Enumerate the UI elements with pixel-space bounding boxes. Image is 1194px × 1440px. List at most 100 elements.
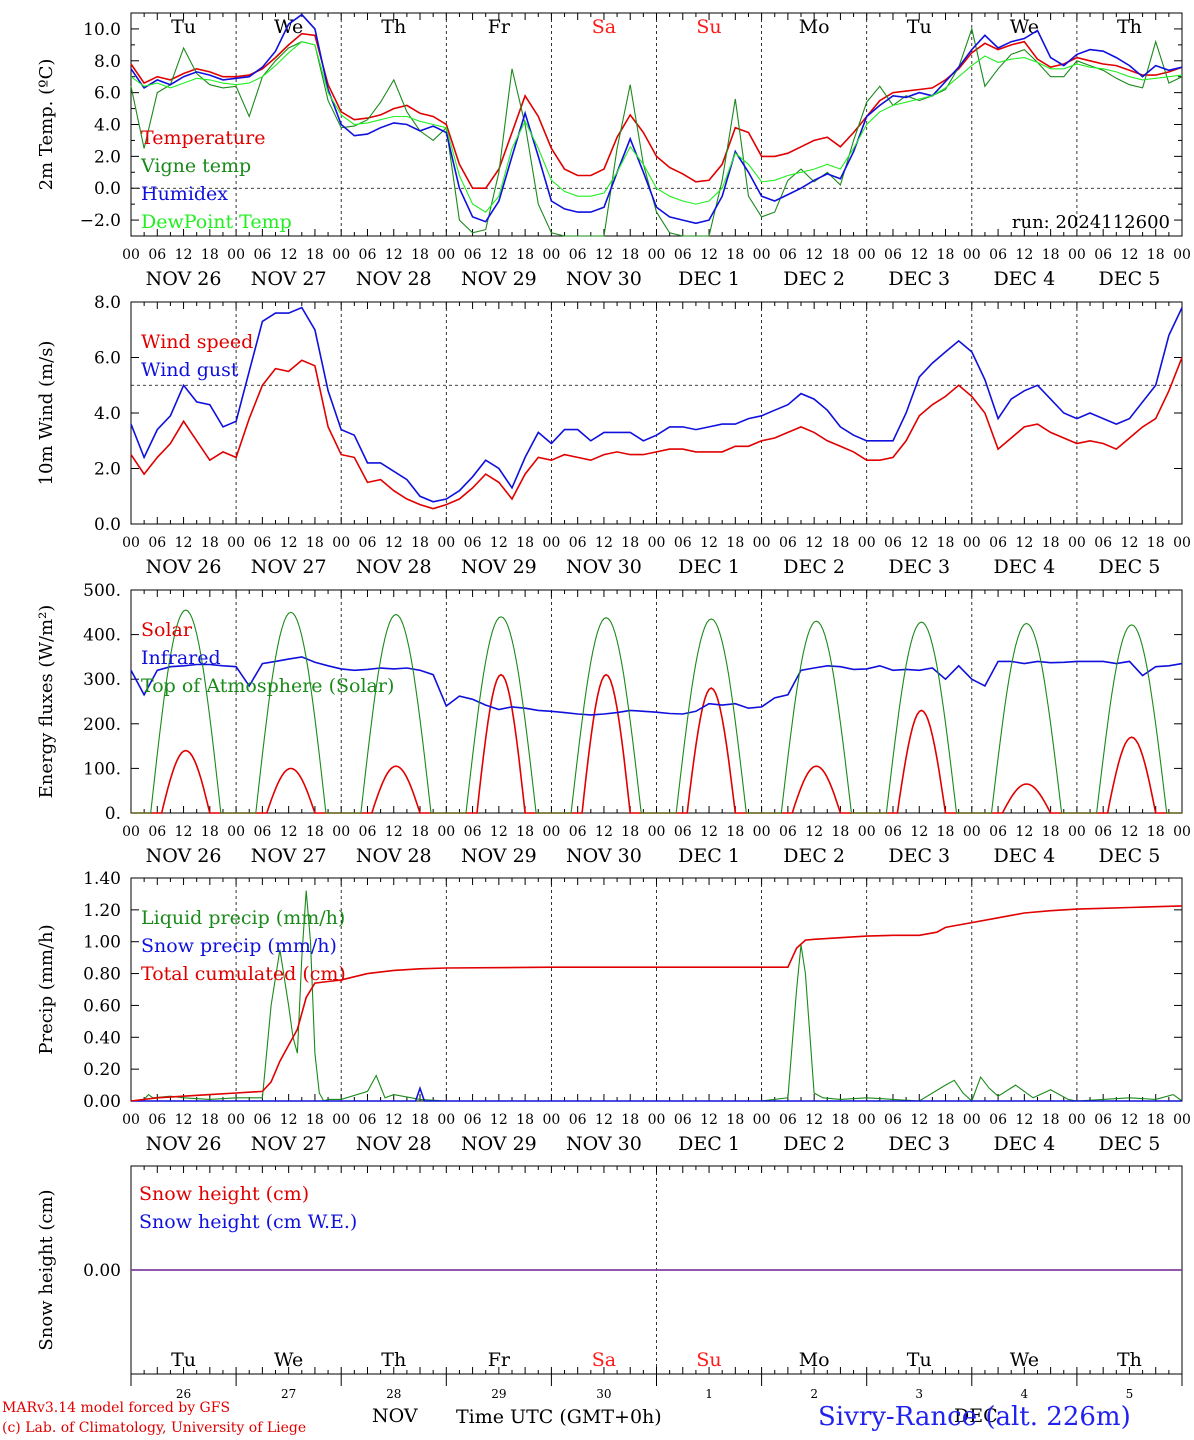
date-label: DEC 5 [1099,1133,1161,1155]
legend-entry: Solar [141,619,193,641]
date-label: NOV 30 [566,268,642,290]
hour-label: 18 [1147,535,1165,551]
hour-label: 12 [1015,247,1033,263]
hour-label: 18 [516,247,534,263]
hour-label: 12 [280,247,298,263]
series-line-temperature [130,32,1183,189]
day-number: 2 [810,1387,818,1401]
hour-label: 00 [753,1112,771,1128]
hour-label: 00 [858,824,876,840]
hour-label: 00 [648,535,666,551]
credit-note: (c) Lab. of Climatology, University of L… [2,1420,307,1436]
y-tick-label: 0.60 [83,996,121,1016]
legend-entry: Snow height (cm) [139,1183,309,1205]
hour-label: 12 [595,1112,613,1128]
hour-label: 06 [674,247,692,263]
hour-label: 18 [726,1112,744,1128]
y-axis-label: 10m Wind (m/s) [36,341,57,486]
hour-label: 12 [595,535,613,551]
hour-label: 18 [621,824,639,840]
date-label: DEC 2 [783,845,845,867]
hour-label: 12 [910,247,928,263]
hour-label: 00 [858,247,876,263]
hour-label: 00 [963,1112,981,1128]
legend-entry: Humidex [141,183,228,205]
hour-label: 06 [569,535,587,551]
hour-label: 12 [1121,247,1139,263]
y-tick-label: 400. [83,626,121,646]
hour-label: 18 [832,824,850,840]
y-tick-label: 0.0 [94,179,121,199]
date-label: DEC 3 [888,268,950,290]
hour-label: 00 [963,824,981,840]
hour-label: 06 [148,824,166,840]
y-tick-label: 300. [83,670,121,690]
legend-entry: Liquid precip (mm/h) [141,907,345,929]
hour-label: 18 [726,824,744,840]
day-name: Su [696,16,721,38]
hour-label: 00 [437,535,455,551]
y-axis-label: Energy fluxes (W/m²) [36,605,57,799]
date-label: NOV 29 [461,1133,537,1155]
y-tick-label: 1.00 [83,933,121,953]
day-name: Su [696,1349,721,1371]
y-axis-label: Snow height (cm) [36,1189,57,1350]
hour-label: 18 [937,1112,955,1128]
date-label: NOV 30 [566,556,642,578]
series-line-total-cumulated-cm- [130,905,1183,1102]
hour-label: 18 [201,247,219,263]
hour-label: 00 [542,824,560,840]
hour-label: 00 [227,535,245,551]
hour-label: 18 [1147,824,1165,840]
month-label-nov: NOV [372,1405,418,1427]
day-name: Th [381,16,406,38]
hour-label: 12 [700,247,718,263]
hour-label: 18 [516,1112,534,1128]
panel-3: 500. 400. 300. 200. 100. 0. Energy fluxes (W/m… [36,581,1191,867]
date-label: DEC 5 [1099,556,1161,578]
date-label: DEC 1 [678,845,740,867]
day-name: Sa [592,16,616,38]
hour-label: 00 [122,247,140,263]
legend-entry: Infrared [141,647,221,669]
hour-label: 12 [1015,1112,1033,1128]
hour-label: 18 [1147,247,1165,263]
hour-label: 18 [1147,1112,1165,1128]
hour-label: 12 [595,824,613,840]
series-line-top-of-atmosphere-solar- [131,609,1182,814]
series-line-vigne-temp [130,26,1183,237]
y-tick-label: 10.0 [83,20,121,40]
series-line-snow-precip-mm-h- [131,1085,1182,1102]
hour-label: 06 [884,535,902,551]
y-tick-label: 500. [83,581,121,601]
hour-label: 12 [805,824,823,840]
hour-label: 18 [937,535,955,551]
hour-label: 06 [1094,824,1112,840]
date-label: DEC 1 [678,268,740,290]
hour-label: 12 [385,247,403,263]
day-number: 4 [1021,1387,1029,1401]
day-number: 5 [1126,1387,1134,1401]
series-line-humidex [130,13,1183,225]
day-name: Th [381,1349,406,1371]
hour-label: 18 [306,247,324,263]
hour-label: 06 [253,535,271,551]
y-tick-label: 6.0 [94,349,121,369]
date-label: NOV 27 [251,268,327,290]
y-tick-label: 0.40 [83,1028,121,1048]
hour-label: 18 [411,1112,429,1128]
date-label: NOV 27 [251,1133,327,1155]
hour-label: 06 [884,824,902,840]
legend-entry: DewPoint Temp [141,211,292,233]
hour-label: 12 [595,247,613,263]
date-label: NOV 30 [566,1133,642,1155]
day-name: Tu [171,16,196,38]
hour-label: 00 [1068,535,1086,551]
hour-label: 06 [148,1112,166,1128]
hour-label: 18 [201,535,219,551]
date-label: NOV 28 [356,1133,432,1155]
day-name: We [1010,16,1039,38]
hour-label: 00 [332,1112,350,1128]
hour-label: 00 [227,824,245,840]
